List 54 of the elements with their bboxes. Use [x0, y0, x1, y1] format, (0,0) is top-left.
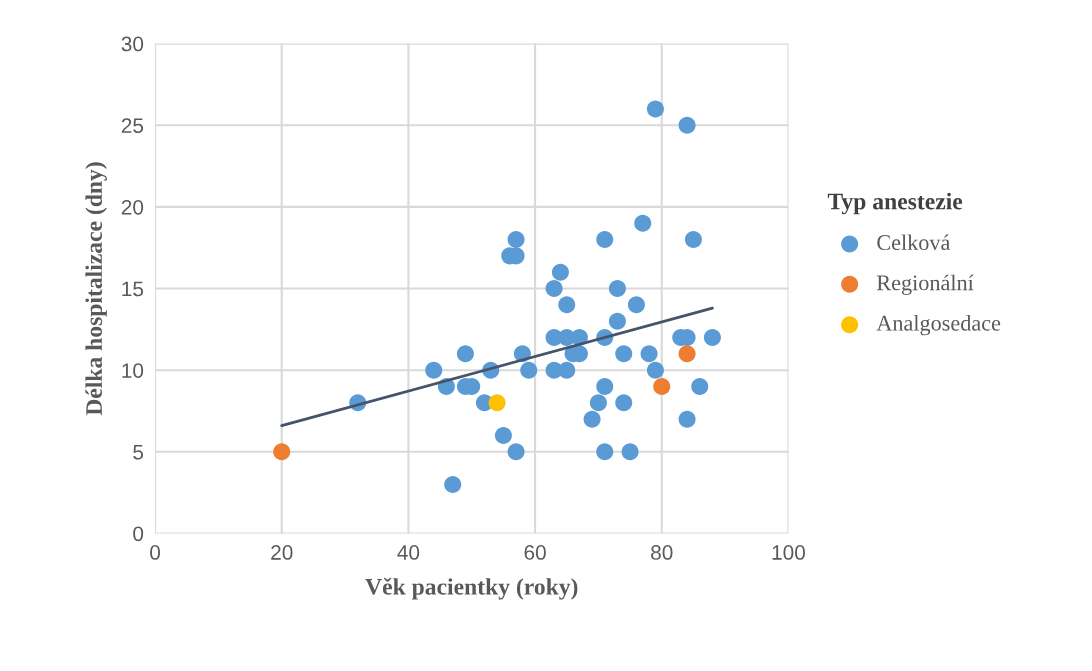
legend-title: Typ anestezie — [827, 192, 963, 215]
point — [634, 214, 652, 232]
y-tick-label: 0 — [133, 526, 144, 542]
y-tick-label: 20 — [121, 199, 144, 215]
y-tick-label: 25 — [121, 118, 144, 134]
x-tick-label: 80 — [651, 545, 673, 560]
y-tick-label: 5 — [133, 445, 144, 460]
point — [640, 345, 658, 363]
point — [678, 410, 696, 428]
point — [589, 394, 607, 412]
x-tick-label: 40 — [397, 545, 420, 560]
point — [678, 345, 696, 363]
x-tick-label: 60 — [524, 545, 546, 560]
y-tick-label: 15 — [122, 281, 144, 297]
point — [678, 116, 696, 134]
point — [608, 280, 626, 298]
y-tick-label: 10 — [122, 363, 144, 378]
y-axis-title: Délka hospitalizace (dny) — [85, 162, 107, 416]
point — [507, 231, 525, 249]
point — [273, 443, 291, 461]
point — [583, 410, 601, 428]
point — [507, 443, 525, 461]
x-tick-label: 20 — [271, 545, 293, 560]
x-tick-label: 0 — [150, 545, 161, 560]
point — [615, 394, 633, 412]
point — [494, 426, 512, 444]
point — [684, 231, 702, 249]
point — [596, 231, 614, 249]
point — [621, 443, 639, 461]
point — [646, 100, 664, 118]
point — [551, 263, 569, 281]
legend-label: Regionální — [876, 274, 974, 295]
x-axis-title: Věk pacientky (roky) — [365, 577, 578, 600]
point — [646, 361, 664, 379]
x-tick-label: 100 — [772, 545, 805, 560]
point — [691, 377, 709, 395]
point — [653, 377, 671, 395]
point — [596, 377, 614, 395]
point — [608, 312, 626, 330]
point — [558, 296, 576, 314]
point — [456, 345, 474, 363]
point — [703, 329, 721, 347]
point — [520, 361, 538, 379]
point — [488, 394, 506, 412]
point — [545, 280, 563, 298]
point — [444, 475, 462, 493]
legend-label: Celková — [877, 234, 951, 251]
point — [558, 361, 576, 379]
point — [615, 345, 633, 363]
y-tick-label: 30 — [121, 36, 144, 52]
legend-label: Analgosedace — [876, 315, 1001, 336]
point — [425, 361, 443, 379]
point — [627, 296, 645, 314]
point — [596, 443, 614, 461]
